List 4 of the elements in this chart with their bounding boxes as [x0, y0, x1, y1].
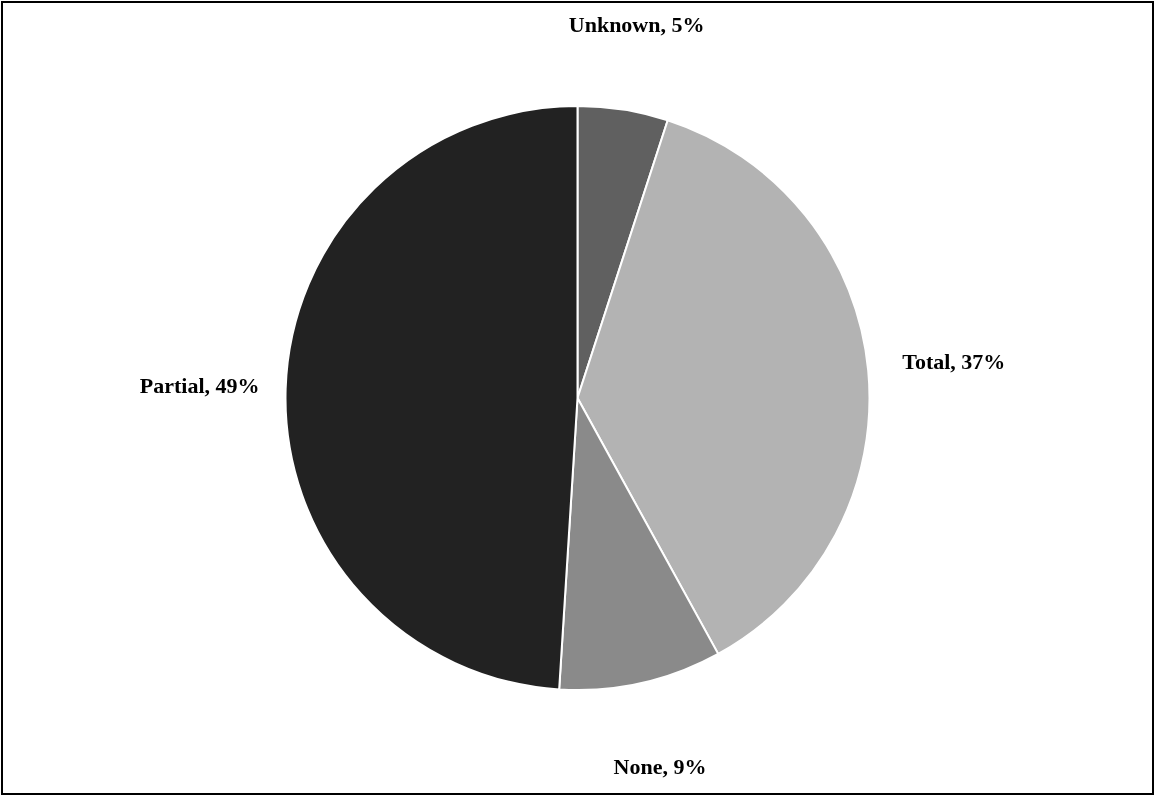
slice-label: Unknown, 5%: [568, 11, 705, 37]
slice-label: Partial, 49%: [139, 373, 260, 399]
slice-label: None, 9%: [613, 753, 707, 779]
slice-label: Total, 37%: [902, 349, 1006, 375]
